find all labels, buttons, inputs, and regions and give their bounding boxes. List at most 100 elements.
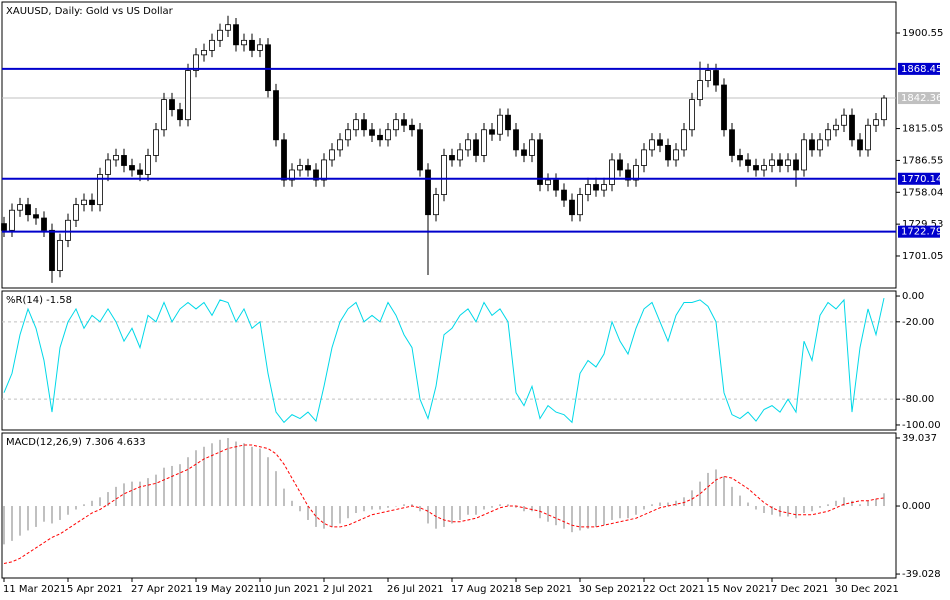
histogram-bar — [747, 502, 749, 507]
histogram-bar — [771, 506, 773, 515]
histogram-bar — [251, 446, 253, 507]
candle-body — [161, 99, 167, 131]
histogram-bar — [187, 457, 189, 507]
histogram-bar — [491, 506, 493, 508]
y-tick-label: 1758.04 — [902, 187, 943, 198]
histogram-bar — [3, 506, 5, 545]
candle-body — [89, 199, 95, 206]
histogram-bar — [139, 481, 141, 507]
candle-body — [185, 70, 191, 121]
x-tick-label: 11 Mar 2021 — [3, 584, 66, 595]
histogram-bar — [731, 486, 733, 507]
x-tick-label: 17 Aug 2021 — [451, 584, 515, 595]
histogram-bar — [467, 506, 469, 515]
candle-body — [489, 129, 495, 135]
candle-body — [881, 97, 887, 121]
y-tick-label: 1815.05 — [902, 124, 943, 135]
candle-body — [665, 144, 671, 161]
candle-body — [601, 184, 607, 191]
candle-body — [217, 29, 223, 41]
histogram-bar — [131, 481, 133, 507]
x-tick-label: 30 Sep 2021 — [579, 584, 642, 595]
histogram-bar — [75, 506, 77, 510]
candle-body — [1, 223, 7, 231]
histogram-bar — [595, 506, 597, 527]
histogram-bar — [171, 465, 173, 507]
candle-body — [201, 49, 207, 56]
histogram-bar — [363, 506, 365, 512]
histogram-bar — [531, 506, 533, 512]
histogram-bar — [315, 506, 317, 527]
candle-body — [121, 155, 127, 166]
histogram-bar — [675, 500, 677, 507]
histogram-bar — [419, 506, 421, 512]
candle-body — [321, 159, 327, 181]
candle-body — [145, 155, 151, 175]
candle-body — [361, 119, 367, 131]
candle-body — [513, 129, 519, 151]
candle-body — [705, 70, 711, 81]
candle-body — [337, 139, 343, 151]
candle-body — [25, 204, 31, 216]
histogram-bar — [331, 506, 333, 527]
candle-body — [393, 119, 399, 131]
candle-body — [497, 114, 503, 135]
line — [3, 444, 885, 565]
histogram-bar — [635, 506, 637, 515]
candle-body — [425, 169, 431, 216]
histogram-bar — [523, 506, 525, 512]
candle-body — [657, 139, 663, 146]
histogram-bar — [867, 500, 869, 507]
histogram-bar — [51, 506, 53, 524]
x-tick-label: 7 Dec 2021 — [771, 584, 829, 595]
candle-body — [833, 124, 839, 131]
histogram-bar — [555, 506, 557, 526]
histogram-bar — [475, 506, 477, 515]
candle-body — [441, 155, 447, 195]
histogram-bar — [539, 506, 541, 519]
histogram-bar — [483, 506, 485, 510]
panel-frame — [1, 1, 897, 289]
histogram-bar — [275, 471, 277, 507]
candle-body — [785, 159, 791, 166]
candle-body — [233, 24, 239, 46]
histogram-bar — [379, 506, 381, 510]
histogram-bar — [147, 478, 149, 507]
candle-body — [257, 44, 263, 51]
candle-body — [641, 149, 647, 166]
histogram-bar — [627, 506, 629, 519]
candle-body — [209, 39, 215, 51]
histogram-bar — [643, 506, 645, 510]
candle-body — [681, 129, 687, 151]
histogram-bar — [819, 506, 821, 508]
histogram-bar — [155, 474, 157, 507]
histogram-bar — [323, 506, 325, 529]
histogram-bar — [371, 506, 373, 510]
level-label: 1868.45 — [901, 64, 942, 75]
last-price-box — [898, 92, 940, 105]
candle-body — [729, 129, 735, 156]
candle-body — [585, 184, 591, 195]
line — [3, 297, 885, 424]
candle-body — [473, 139, 479, 156]
x-tick-label: 30 Dec 2021 — [835, 584, 899, 595]
candle-body — [265, 44, 271, 92]
histogram-bar — [395, 506, 397, 507]
histogram-bar — [179, 464, 181, 507]
histogram-bar — [427, 506, 429, 524]
histogram-bar — [843, 497, 845, 507]
histogram-bar — [307, 506, 309, 520]
histogram-bar — [859, 504, 861, 507]
histogram-bar — [835, 500, 837, 507]
candle-body — [697, 80, 703, 100]
histogram-bar — [67, 506, 69, 515]
x-tick-label: 27 Apr 2021 — [131, 584, 193, 595]
histogram-bar — [739, 495, 741, 507]
histogram-bar — [11, 506, 13, 541]
level-label-box — [898, 225, 940, 238]
level-label: 1770.14 — [901, 174, 942, 185]
histogram-bar — [787, 506, 789, 517]
histogram-bar — [115, 486, 117, 507]
candle-body — [97, 174, 103, 206]
